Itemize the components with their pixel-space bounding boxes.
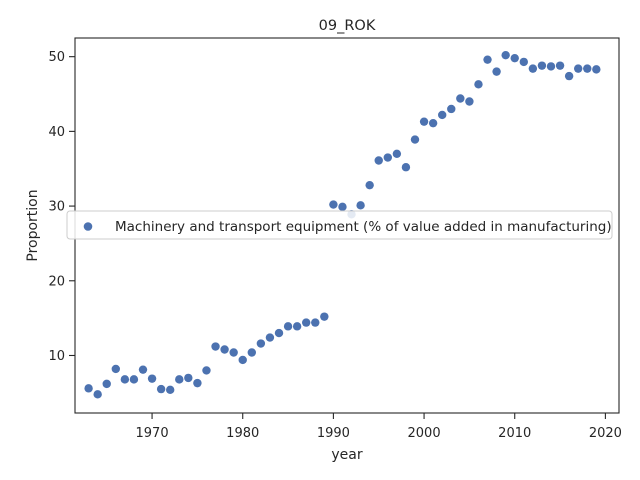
x-axis-label: year <box>331 447 362 463</box>
data-point <box>238 355 247 365</box>
legend-marker <box>83 222 93 231</box>
x-tick-label: 2020 <box>589 426 622 441</box>
data-point <box>537 61 547 70</box>
data-point <box>564 71 574 81</box>
data-point <box>338 202 347 212</box>
data-point <box>156 384 166 394</box>
x-tick-label: 1980 <box>226 426 259 441</box>
data-point <box>501 50 510 60</box>
data-point <box>256 339 266 348</box>
data-point <box>329 200 338 209</box>
chart-title: 09_ROK <box>319 18 376 34</box>
data-point <box>474 80 483 89</box>
data-point <box>438 110 447 120</box>
y-tick-label: 30 <box>48 200 65 215</box>
legend: Machinery and transport equipment (% of … <box>66 210 613 240</box>
data-point <box>111 364 121 374</box>
data-point <box>292 322 302 331</box>
data-point <box>465 97 474 106</box>
data-point <box>583 64 592 73</box>
data-point <box>483 55 492 64</box>
data-point <box>129 375 139 384</box>
data-point <box>320 312 329 321</box>
data-point <box>401 163 411 172</box>
data-point <box>283 322 293 331</box>
data-point <box>447 104 456 114</box>
x-tick-label: 2010 <box>498 426 531 441</box>
data-point <box>220 345 229 354</box>
data-point <box>211 342 220 351</box>
y-axis-label: Proportion <box>25 189 41 261</box>
data-point <box>574 64 583 73</box>
x-tick-label: 1970 <box>136 426 169 441</box>
data-point <box>102 379 111 389</box>
data-point <box>383 153 392 162</box>
legend-label: Machinery and transport equipment (% of … <box>115 219 612 235</box>
data-point <box>374 156 383 165</box>
legend-box <box>66 210 613 240</box>
data-point <box>120 375 130 384</box>
data-point <box>265 333 275 342</box>
data-point <box>519 57 528 67</box>
data-point <box>510 53 519 63</box>
y-tick-label: 50 <box>48 50 65 65</box>
x-tick-label: 1990 <box>317 426 350 441</box>
data-point <box>365 180 374 190</box>
y-axis: 10 20 30 40 50 <box>48 50 75 364</box>
data-point <box>84 384 93 393</box>
data-points <box>84 50 601 399</box>
data-point <box>456 94 465 103</box>
data-point <box>184 373 193 383</box>
data-point <box>247 348 256 357</box>
data-point <box>138 365 148 374</box>
data-point <box>410 135 420 144</box>
data-point <box>274 328 284 338</box>
data-point <box>419 117 429 126</box>
data-point <box>193 378 202 388</box>
x-axis: 1970 1980 1990 2000 2010 2020 <box>136 413 622 441</box>
data-point <box>175 375 184 384</box>
data-point <box>229 348 238 357</box>
data-point <box>356 201 365 210</box>
data-point <box>302 318 311 327</box>
data-point <box>492 67 501 76</box>
data-point <box>93 390 102 399</box>
data-point <box>428 118 438 128</box>
x-tick-label: 2000 <box>408 426 441 441</box>
data-point <box>555 61 565 70</box>
data-point <box>147 374 157 383</box>
data-point <box>202 366 211 375</box>
y-tick-label: 40 <box>48 125 65 140</box>
y-tick-label: 10 <box>48 349 65 364</box>
data-point <box>392 149 402 158</box>
data-point <box>546 62 556 71</box>
data-point <box>592 65 601 74</box>
data-point <box>528 64 538 73</box>
data-point <box>166 385 175 395</box>
y-tick-label: 20 <box>48 274 65 289</box>
data-point <box>311 318 320 327</box>
